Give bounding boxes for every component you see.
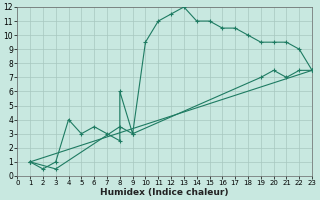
X-axis label: Humidex (Indice chaleur): Humidex (Indice chaleur) — [100, 188, 229, 197]
